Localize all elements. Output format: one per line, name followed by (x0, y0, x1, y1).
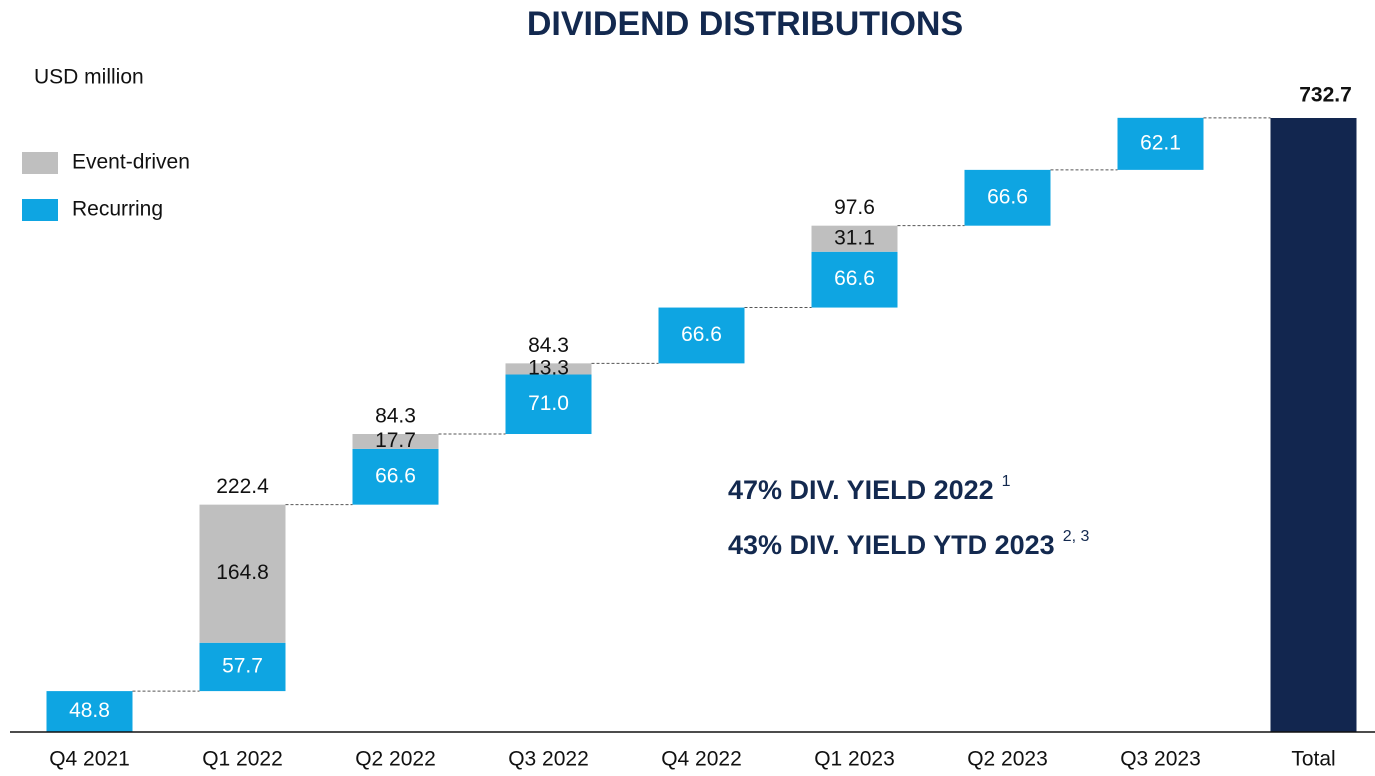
x-tick-label: Q3 2023 (1120, 748, 1201, 771)
segment-label: 66.6 (834, 267, 875, 290)
x-tick-label: Q1 2022 (202, 748, 283, 771)
annotation-note: 1 (1002, 473, 1011, 490)
total-label: 84.3 (528, 334, 569, 357)
recurring-bar (658, 307, 745, 364)
x-tick-label: Q2 2023 (967, 748, 1048, 771)
total-label: 97.6 (834, 196, 875, 219)
legend-swatch (22, 199, 58, 221)
event-bar (352, 434, 439, 449)
x-tick-label: Q4 2022 (661, 748, 742, 771)
segment-label: 62.1 (1140, 131, 1181, 154)
event-bar (811, 225, 898, 252)
segment-label: 164.8 (216, 561, 269, 584)
segment-label: 17.7 (375, 429, 416, 452)
legend-label: Event-driven (72, 151, 190, 174)
x-tick-label: Total (1291, 748, 1335, 771)
segment-label: 66.6 (681, 323, 722, 346)
event-bar (199, 504, 286, 643)
legend-label: Recurring (72, 198, 163, 221)
annotation: 43% DIV. YIELD YTD 2023 2, 3 (728, 528, 1089, 560)
recurring-bar (199, 642, 286, 692)
recurring-bar (46, 691, 133, 732)
x-tick-label: Q1 2023 (814, 748, 895, 771)
total-bar (1270, 118, 1357, 732)
annotation-note: 2, 3 (1063, 528, 1090, 545)
x-tick-label: Q3 2022 (508, 748, 589, 771)
segment-label: 66.6 (375, 464, 416, 487)
recurring-bar (811, 251, 898, 308)
total-label: 222.4 (216, 475, 269, 498)
segment-label: 13.3 (528, 356, 569, 379)
recurring-bar (352, 448, 439, 505)
annotation: 47% DIV. YIELD 2022 1 (728, 473, 1011, 505)
event-bar (505, 363, 592, 375)
segment-label: 31.1 (834, 226, 875, 249)
segment-label: 66.6 (987, 185, 1028, 208)
chart-title: DIVIDEND DISTRIBUTIONS (527, 5, 963, 43)
recurring-bar (505, 374, 592, 435)
annotation-text: 47% DIV. YIELD 2022 (728, 475, 994, 505)
total-label: 732.7 (1299, 84, 1352, 107)
x-tick-label: Q4 2021 (49, 748, 130, 771)
recurring-bar (1117, 117, 1204, 170)
recurring-bar (964, 169, 1051, 226)
segment-label: 57.7 (222, 654, 263, 677)
annotation-text: 43% DIV. YIELD YTD 2023 (728, 530, 1055, 560)
x-tick-label: Q2 2022 (355, 748, 436, 771)
total-label: 84.3 (375, 405, 416, 428)
unit-label: USD million (34, 66, 144, 89)
legend-swatch (22, 152, 58, 174)
segment-label: 71.0 (528, 392, 569, 415)
segment-label: 48.8 (69, 699, 110, 722)
